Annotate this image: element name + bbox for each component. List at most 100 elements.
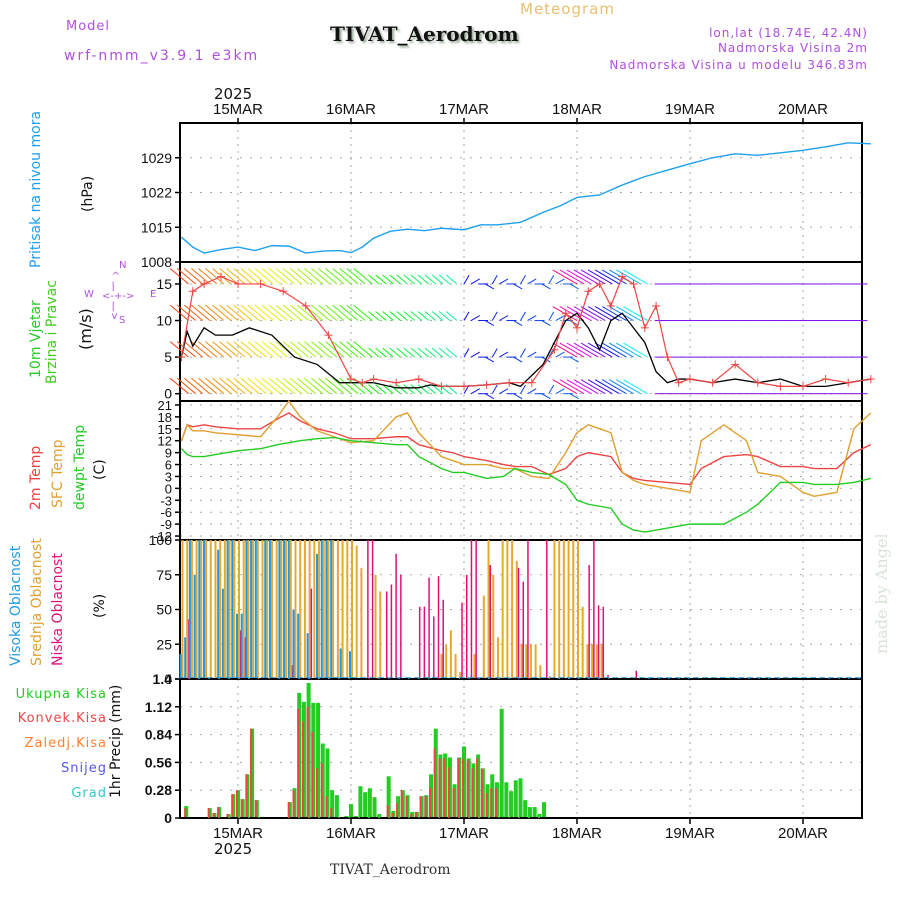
wind-barb — [520, 275, 526, 285]
cloud-mid-bar — [181, 540, 184, 679]
wind-barb — [580, 306, 606, 321]
wind-barb — [368, 347, 380, 358]
wind-barb — [559, 379, 585, 395]
wind-barb — [541, 320, 551, 326]
y-tick-label: 0.84 — [145, 727, 172, 743]
wind-barb — [580, 379, 606, 395]
wind-barb — [527, 388, 537, 395]
wind-barb — [332, 377, 352, 395]
wind-barb — [233, 304, 253, 321]
cloud-low-bar — [390, 584, 393, 679]
y-tick-label: 50 — [156, 602, 172, 618]
wind-barb — [339, 268, 359, 285]
wind-barb — [541, 283, 551, 290]
wind-barb — [198, 268, 218, 285]
cloud-low-bar — [607, 674, 609, 679]
precip-conv-bar — [494, 788, 497, 818]
wind-barb — [375, 384, 387, 395]
cloud-mid-bar — [501, 540, 504, 679]
wind-barb — [513, 393, 523, 400]
y-tick-label: -3 — [160, 493, 172, 508]
wind-barb — [587, 306, 613, 321]
cloud-high-bar — [320, 540, 323, 679]
wind-barb — [424, 311, 437, 321]
wind-barb — [616, 342, 641, 358]
cloud-mid-bar — [256, 540, 259, 679]
wind-barb — [254, 377, 274, 395]
precip-conv-bar — [231, 794, 234, 818]
wind-barb — [282, 377, 302, 395]
wind-barb — [431, 274, 444, 285]
cloud-high-bar — [188, 540, 191, 679]
wind-barb — [616, 269, 641, 285]
x-tick-label-bottom: 19MAR — [665, 825, 715, 842]
wind-barb — [438, 311, 451, 321]
cloud-mid-bar — [525, 644, 528, 679]
wind-barb — [573, 342, 599, 358]
wind-barb — [552, 379, 578, 395]
wind-barb — [198, 304, 218, 321]
wind-barb — [176, 268, 196, 285]
wind-barb — [520, 348, 526, 358]
cloud-mid-bar — [440, 653, 443, 679]
temp-2m-line — [180, 412, 872, 486]
x-tick-label-bottom: 15MAR — [213, 825, 263, 842]
elevation-label: Nadmorska Visina 2m — [717, 41, 868, 55]
cloud-mid-bar — [322, 540, 325, 679]
top-year: 2025 — [214, 85, 253, 103]
cloud-mid-bar — [336, 540, 339, 679]
y-tick-label: 0 — [164, 671, 172, 687]
wind-barb — [417, 274, 430, 285]
wind-barb — [191, 268, 211, 285]
cloud-low-bar — [593, 540, 595, 679]
cloud-mid-bar — [473, 653, 476, 679]
y-tick-label: 1015 — [141, 219, 172, 235]
cloud-mid-bar — [591, 644, 594, 679]
wind-barb — [304, 377, 324, 395]
wind-barb — [353, 341, 373, 358]
cloud-mid-bar — [214, 540, 217, 679]
wind-barb — [339, 304, 359, 321]
cloud-mid-bar — [209, 540, 212, 679]
wind-barb — [389, 347, 401, 358]
cloud-high-bar — [330, 540, 333, 679]
y-tick-label: 9 — [165, 446, 172, 461]
wind-barb — [403, 311, 415, 321]
wind-barb — [226, 268, 246, 285]
legend-snow: Snijeg — [61, 761, 107, 776]
y-tick-label: 1022 — [141, 185, 172, 201]
precip-total-bar — [504, 782, 509, 818]
x-tick-label-top: 17MAR — [439, 101, 489, 118]
cloud-high-bar — [278, 540, 281, 679]
precip-conv-bar — [466, 760, 469, 818]
y-tick-label: 25 — [156, 636, 172, 652]
wind-barb — [527, 315, 537, 321]
wind-barb — [353, 304, 373, 321]
cloud-low-bar — [546, 540, 548, 679]
x-tick-label-top: 20MAR — [778, 101, 828, 118]
cloud-mid-bar — [459, 672, 462, 679]
wind-barb — [191, 377, 211, 395]
compass-arrows: ^ | <-+-> | v — [102, 271, 135, 322]
x-tick-label-top: 16MAR — [326, 101, 376, 118]
wind-barb — [491, 384, 498, 394]
wind-barb — [566, 379, 592, 395]
cloud-mid-bar — [327, 540, 330, 679]
wind-barb — [445, 347, 458, 358]
wind-barb — [332, 341, 352, 358]
precip-conv-bar — [410, 814, 413, 818]
cloud-high-bar — [292, 609, 295, 679]
wind-barb — [566, 269, 592, 285]
wind-barb — [282, 341, 302, 358]
wind-barb — [198, 377, 218, 395]
wind-barb — [417, 384, 430, 395]
wind-barb — [491, 348, 498, 358]
y-tick-label: 0 — [164, 810, 172, 826]
wind-barb — [289, 341, 309, 358]
cloud-high-bar — [297, 613, 300, 679]
wind-barb — [470, 351, 480, 358]
wind-barb — [410, 311, 422, 321]
wind-barb — [470, 278, 480, 285]
wind-barb — [552, 269, 578, 285]
